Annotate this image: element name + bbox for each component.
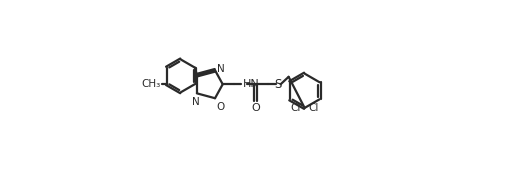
- Text: Cl: Cl: [291, 103, 301, 113]
- Text: O: O: [217, 101, 225, 112]
- Text: Cl: Cl: [308, 103, 319, 113]
- Text: O: O: [251, 103, 260, 113]
- Text: N: N: [217, 64, 225, 74]
- Text: S: S: [275, 78, 282, 91]
- Text: HN: HN: [243, 79, 260, 89]
- Text: CH₃: CH₃: [141, 79, 161, 89]
- Text: N: N: [192, 97, 200, 107]
